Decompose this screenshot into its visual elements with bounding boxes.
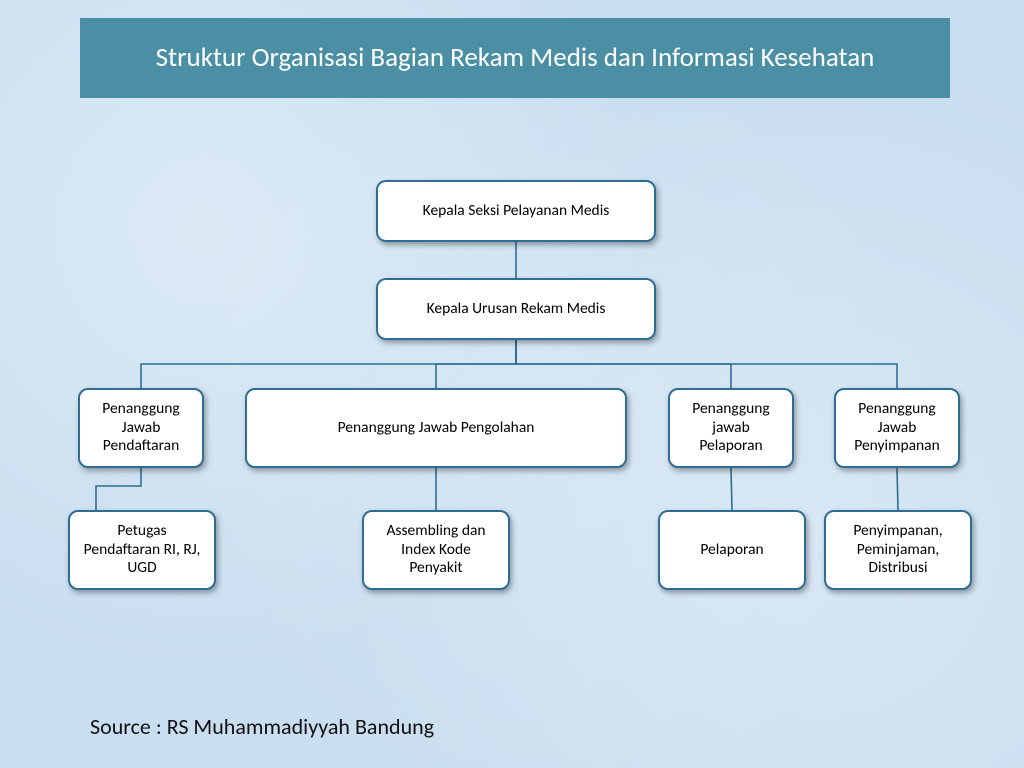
node-penyimpanan-distribusi: Penyimpanan, Peminjaman, Distribusi [824, 510, 972, 590]
page-title: Struktur Organisasi Bagian Rekam Medis d… [80, 18, 950, 98]
node-pj-penyimpanan: Penanggung Jawab Penyimpanan [834, 388, 960, 468]
node-kepala-seksi: Kepala Seksi Pelayanan Medis [376, 180, 656, 242]
node-petugas-pendaftaran: Petugas Pendaftaran RI, RJ, UGD [68, 510, 216, 590]
node-pj-pelaporan: Penanggung jawab Pelaporan [668, 388, 794, 468]
org-chart: Kepala Seksi Pelayanan Medis Kepala Urus… [0, 150, 1024, 690]
source-text: Source : RS Muhammadiyyah Bandung [90, 713, 434, 740]
node-assembling-index: Assembling dan Index Kode Penyakit [362, 510, 510, 590]
node-pelaporan: Pelaporan [658, 510, 806, 590]
node-pj-pengolahan: Penanggung Jawab Pengolahan [245, 388, 627, 468]
node-pj-pendaftaran: Penanggung Jawab Pendaftaran [78, 388, 204, 468]
node-kepala-urusan: Kepala Urusan Rekam Medis [376, 278, 656, 340]
